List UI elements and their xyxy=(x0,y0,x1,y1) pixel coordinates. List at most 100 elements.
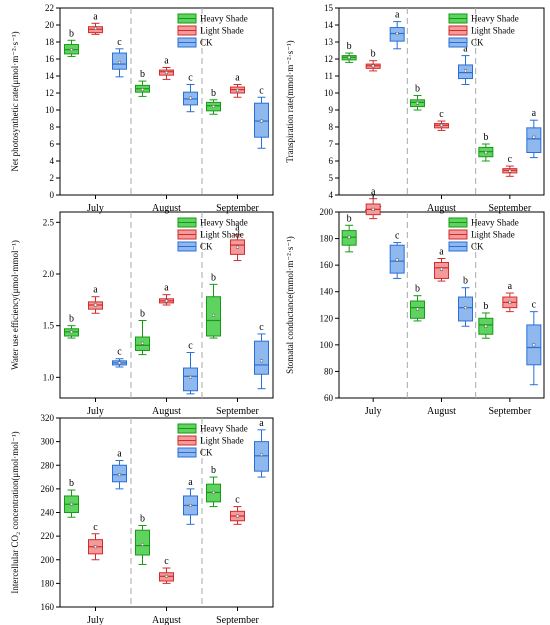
box-ck: c xyxy=(112,37,127,78)
y-tick-label: 1.0 xyxy=(43,372,55,382)
chart-panel: 160 180 200 220 240 260 280 300 320 July August Sep… xyxy=(10,413,274,625)
significance-label: a xyxy=(463,44,468,55)
significance-label: a xyxy=(164,56,169,67)
box-ck: c xyxy=(112,347,127,368)
mean-marker xyxy=(212,490,215,494)
y-tick-label: 300 xyxy=(41,437,55,447)
significance-label: b xyxy=(69,478,74,489)
significance-label: b xyxy=(415,84,420,95)
box-light-shade: b xyxy=(365,49,381,72)
box-light-shade: a xyxy=(159,56,174,80)
mean-marker xyxy=(141,341,144,345)
box-heavy-shade: b xyxy=(206,465,221,508)
y-tick-label: 180 xyxy=(41,578,55,588)
x-tick-label: August xyxy=(427,203,456,214)
chart-panel: 60 80 100 120 140 160 180 200 July August Septembe… xyxy=(285,187,545,417)
mean-marker xyxy=(189,375,192,379)
y-tick-label: 2.5 xyxy=(43,217,55,227)
box-body xyxy=(183,367,198,392)
mean-marker xyxy=(189,96,192,100)
mean-marker xyxy=(371,64,375,68)
legend-label: Light Shade xyxy=(200,436,244,446)
mean-marker xyxy=(70,502,73,506)
x-tick-label: July xyxy=(87,406,104,417)
y-tick-label: 140 xyxy=(320,287,334,297)
box-body xyxy=(135,529,150,556)
x-tick-label: August xyxy=(427,406,456,417)
significance-label: b xyxy=(69,28,74,39)
box-heavy-shade: b xyxy=(410,84,425,111)
y-tick-label: 240 xyxy=(41,508,55,518)
box-ck: c xyxy=(254,85,269,149)
box-heavy-shade: b xyxy=(206,272,221,339)
mean-marker xyxy=(236,514,239,518)
mean-marker xyxy=(440,267,443,271)
box-ck: a xyxy=(254,418,269,478)
y-tick-label: 200 xyxy=(320,207,334,217)
box-light-shade: a xyxy=(502,281,518,313)
y-tick-label: 4 xyxy=(50,156,55,166)
legend-item: Heavy Shade xyxy=(177,423,248,434)
significance-label: a xyxy=(188,477,193,488)
significance-label: c xyxy=(188,341,193,352)
legend-item: CK xyxy=(448,241,484,252)
y-tick-label: 11 xyxy=(324,71,333,81)
y-tick-label: 0 xyxy=(50,190,55,200)
legend-item: Heavy Shade xyxy=(448,13,519,24)
legend-item: Light Shade xyxy=(177,435,244,446)
y-tick-label: 14 xyxy=(45,71,55,81)
box-heavy-shade: b xyxy=(206,88,221,115)
significance-label: b xyxy=(463,276,468,287)
significance-label: a xyxy=(164,283,169,294)
chart-panel: 0 2 4 6 8 10 12 14 16 18 20 22 July August September Ne… xyxy=(10,3,274,214)
box-body xyxy=(526,127,542,153)
mean-marker xyxy=(165,574,168,578)
y-axis-label: Transpiration rate(mmol·m⁻²·s⁻¹) xyxy=(285,40,295,162)
legend-item: Heavy Shade xyxy=(177,13,248,24)
mean-marker xyxy=(212,313,215,317)
box-ck: c xyxy=(254,322,269,390)
box-heavy-shade: b xyxy=(64,28,79,57)
y-tick-label: 10 xyxy=(45,105,55,115)
mean-marker xyxy=(70,48,73,52)
mean-marker xyxy=(508,169,512,173)
x-tick-label: September xyxy=(216,406,259,417)
legend-label: CK xyxy=(471,242,484,252)
box-light-shade: c xyxy=(159,556,174,584)
y-tick-label: 9 xyxy=(329,105,334,115)
x-tick-label: August xyxy=(152,203,181,214)
mean-marker xyxy=(532,135,536,139)
y-tick-label: 60 xyxy=(324,393,334,403)
legend-label: Heavy Shade xyxy=(471,14,519,24)
legend-item: Light Shade xyxy=(448,25,515,36)
y-tick-label: 120 xyxy=(320,313,334,323)
mean-marker xyxy=(395,258,399,262)
mean-marker xyxy=(141,542,144,546)
plot-frame xyxy=(59,7,274,196)
box-body xyxy=(254,340,269,375)
legend-label: CK xyxy=(200,38,213,48)
significance-label: c xyxy=(164,556,169,567)
significance-label: b xyxy=(483,301,488,312)
y-tick-label: 12 xyxy=(45,88,54,98)
box-light-shade: a xyxy=(434,247,449,282)
significance-label: b xyxy=(347,41,352,52)
y-axis-label: Stomatal conductance(mmol·m⁻²·s⁻¹) xyxy=(285,236,295,374)
significance-label: b xyxy=(371,49,376,60)
significance-label: a xyxy=(395,10,400,21)
mean-marker xyxy=(440,123,443,127)
box-ck: c xyxy=(389,231,405,279)
chart-panel: 456789101112131415JulyAugustSeptemberTra… xyxy=(285,3,545,214)
box-ck: a xyxy=(183,477,198,525)
mean-marker xyxy=(236,245,239,249)
significance-label: a xyxy=(235,73,240,84)
significance-label: a xyxy=(93,11,98,22)
box-light-shade: a xyxy=(230,223,245,262)
y-tick-label: 1.5 xyxy=(43,321,55,331)
significance-label: b xyxy=(415,284,420,295)
y-axis-label: Net photosynthetic rate(μmol·m⁻²·s⁻¹) xyxy=(10,31,20,171)
legend-label: CK xyxy=(200,448,213,458)
box-light-shade: a xyxy=(88,11,103,35)
box-ck: c xyxy=(526,300,542,386)
significance-label: a xyxy=(93,285,98,296)
